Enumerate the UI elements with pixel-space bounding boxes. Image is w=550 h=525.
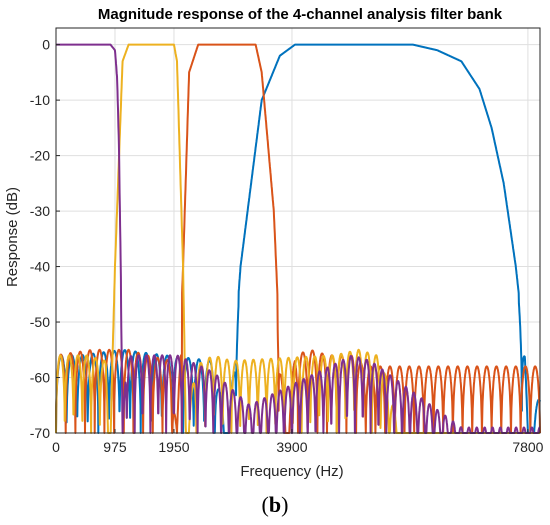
- y-tick-label: -10: [30, 92, 50, 108]
- y-tick-label: -20: [30, 148, 50, 164]
- axis-ticks: 0 975 1950 3900 7800 0 -10 -20 -30 -40 -50 -60 -70: [30, 37, 544, 455]
- caption-open: (: [261, 492, 269, 517]
- y-tick-label: -60: [30, 370, 50, 386]
- grid-lines: [55, 28, 540, 434]
- figure-caption: (b): [0, 492, 550, 518]
- chart-title: Magnitude response of the 4-channel anal…: [98, 6, 503, 23]
- y-axis-label: Response (dB): [4, 187, 21, 287]
- y-tick-label: -70: [30, 425, 50, 441]
- x-tick-label: 1950: [158, 439, 189, 455]
- caption-letter: b: [268, 492, 282, 517]
- filter-bank-chart: Magnitude response of the 4-channel anal…: [4, 6, 544, 480]
- x-tick-label: 0: [52, 439, 60, 455]
- x-tick-label: 975: [103, 439, 127, 455]
- y-tick-label: -30: [30, 203, 50, 219]
- x-tick-label: 7800: [512, 439, 543, 455]
- x-tick-label: 3900: [276, 439, 307, 455]
- y-tick-label: -40: [30, 259, 50, 275]
- y-tick-label: -50: [30, 314, 50, 330]
- x-axis-label: Frequency (Hz): [240, 463, 343, 480]
- y-tick-label: 0: [42, 37, 50, 53]
- plot-frame: [55, 27, 541, 434]
- caption-close: ): [281, 492, 289, 517]
